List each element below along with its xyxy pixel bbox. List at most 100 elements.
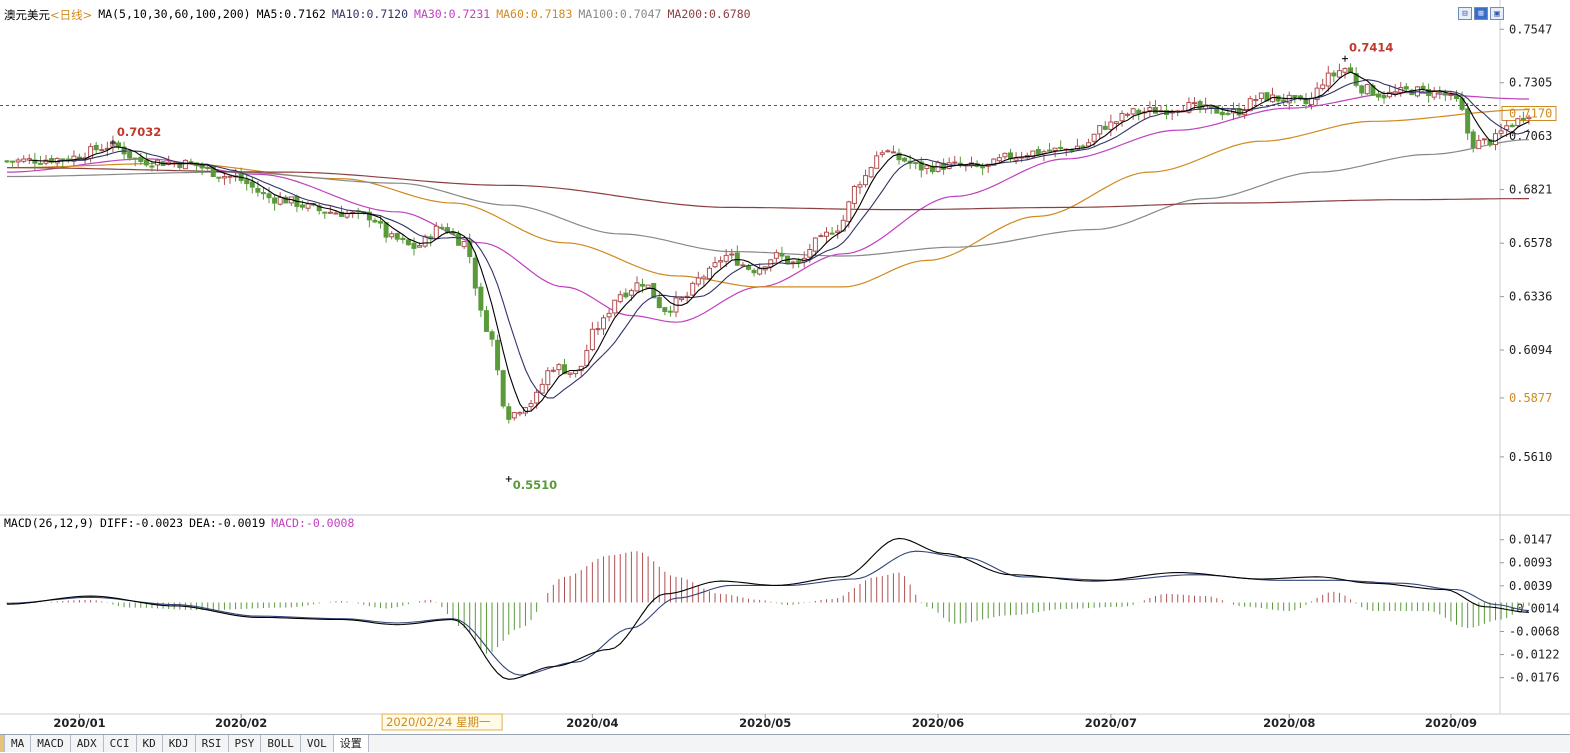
candle-body — [227, 175, 233, 178]
period-label[interactable]: <日线> — [50, 8, 93, 22]
candle-body — [1080, 145, 1086, 148]
ma200-value: MA200:0.6780 — [667, 7, 751, 21]
tab-boll[interactable]: BOLL — [261, 735, 301, 752]
price-legend: 澳元美元 <日线> MA(5,10,30,60,100,200) MA5:0.7… — [4, 7, 757, 23]
candle-body — [918, 161, 924, 171]
candle-body — [757, 268, 763, 275]
price-tick-label: 0.6821 — [1509, 183, 1552, 197]
tab-settings[interactable]: 设置 — [333, 735, 369, 752]
tab-kd[interactable]: KD — [137, 735, 163, 752]
candle-body — [550, 369, 556, 372]
candle-body — [1392, 91, 1398, 94]
candle-body — [1520, 117, 1526, 121]
candle-body — [1448, 94, 1454, 97]
candle-body — [389, 233, 395, 238]
candle-body — [556, 364, 562, 371]
candle-body — [244, 179, 250, 185]
candle-body — [1292, 94, 1298, 98]
candle-body — [807, 249, 813, 258]
candle-body — [339, 211, 344, 217]
zoom-out-icon[interactable]: ⊟ — [1458, 7, 1472, 20]
candle-body — [1381, 94, 1387, 99]
candle-body — [651, 282, 657, 299]
ma-line-ma30 — [7, 91, 1529, 323]
candle-body — [1509, 124, 1515, 128]
candle-body — [567, 372, 573, 375]
candle-body — [829, 232, 835, 235]
ma-param-label[interactable]: MA(5,10,30,60,100,200) — [98, 7, 251, 21]
candle-body — [1191, 102, 1197, 105]
candle-body — [1403, 86, 1409, 90]
candle-body — [417, 245, 423, 248]
chart-canvas[interactable]: 0.75470.73050.70630.68210.65780.63360.60… — [0, 0, 1570, 735]
candle-body — [1487, 139, 1493, 146]
candle-body — [10, 160, 16, 163]
candle-body — [1465, 108, 1471, 134]
candle-body — [15, 159, 21, 163]
ma30-value: MA30:0.7231 — [414, 7, 491, 21]
candle-body — [1359, 85, 1365, 94]
candle-body — [210, 165, 216, 178]
candle-body — [562, 364, 567, 375]
candle-body — [378, 221, 384, 224]
tab-kdj[interactable]: KDJ — [163, 735, 196, 752]
tab-rsi[interactable]: RSI — [196, 735, 229, 752]
macd-tick-label: 0.0093 — [1509, 556, 1552, 570]
candles — [4, 63, 1532, 424]
tab-macd[interactable]: MACD — [31, 735, 71, 752]
candle-body — [422, 235, 428, 247]
candle-body — [127, 151, 133, 159]
candle-body — [277, 196, 283, 205]
macd-param-label[interactable]: MACD(26,12,9) — [4, 516, 95, 530]
candle-body — [1314, 87, 1320, 101]
candle-body — [623, 292, 629, 298]
candle-body — [489, 331, 495, 340]
candle-body — [1136, 109, 1142, 115]
chart-tool-buttons: ⊟ ⊞ ▣ — [1458, 7, 1504, 20]
candle-body — [1047, 149, 1053, 152]
candle-body — [1108, 121, 1114, 130]
macd-legend: MACD(26,12,9) DIFF:-0.0023 DEA:-0.0019 M… — [4, 516, 360, 530]
candle-body — [902, 157, 908, 162]
candle-body — [617, 294, 623, 303]
tab-vol[interactable]: VOL — [301, 735, 334, 752]
settings-icon[interactable]: ▣ — [1490, 7, 1504, 20]
tab-adx[interactable]: ADX — [71, 735, 104, 752]
candle-body — [1364, 84, 1370, 95]
tab-cci[interactable]: CCI — [104, 735, 137, 752]
candle-body — [779, 253, 785, 257]
candle-body — [539, 383, 545, 394]
candle-body — [1437, 91, 1443, 94]
candle-body — [506, 406, 512, 420]
candle-body — [946, 162, 952, 170]
candle-body — [628, 290, 634, 296]
indicator-tabs: MA MACD ADX CCI KD KDJ RSI PSY BOLL VOL … — [0, 734, 1570, 752]
candle-body — [299, 204, 305, 208]
candle-body — [812, 237, 818, 252]
candle-body — [1470, 131, 1476, 149]
tab-handle[interactable] — [0, 735, 5, 752]
candle-body — [573, 370, 579, 375]
extreme-annotation: 0.7032 — [117, 125, 161, 139]
candle-body — [522, 407, 528, 414]
tab-ma[interactable]: MA — [5, 735, 32, 752]
candle-body — [472, 257, 478, 289]
candle-body — [260, 192, 266, 195]
candle-body — [495, 339, 501, 371]
candle-body — [640, 284, 646, 287]
candle-body — [411, 242, 417, 249]
ma-line-ma200 — [7, 167, 1529, 211]
candle-body — [1526, 116, 1532, 120]
candle-body — [333, 212, 339, 215]
candle-body — [143, 160, 149, 166]
candle-body — [71, 155, 77, 162]
candle-body — [21, 158, 27, 162]
candle-body — [879, 152, 885, 155]
candle-body — [1130, 108, 1136, 115]
tab-psy[interactable]: PSY — [229, 735, 262, 752]
candle-body — [1281, 99, 1287, 103]
time-tick-label: 2020/04 — [566, 716, 618, 730]
zoom-in-icon[interactable]: ⊞ — [1474, 7, 1488, 20]
candle-body — [534, 391, 540, 404]
candle-body — [1214, 105, 1220, 114]
